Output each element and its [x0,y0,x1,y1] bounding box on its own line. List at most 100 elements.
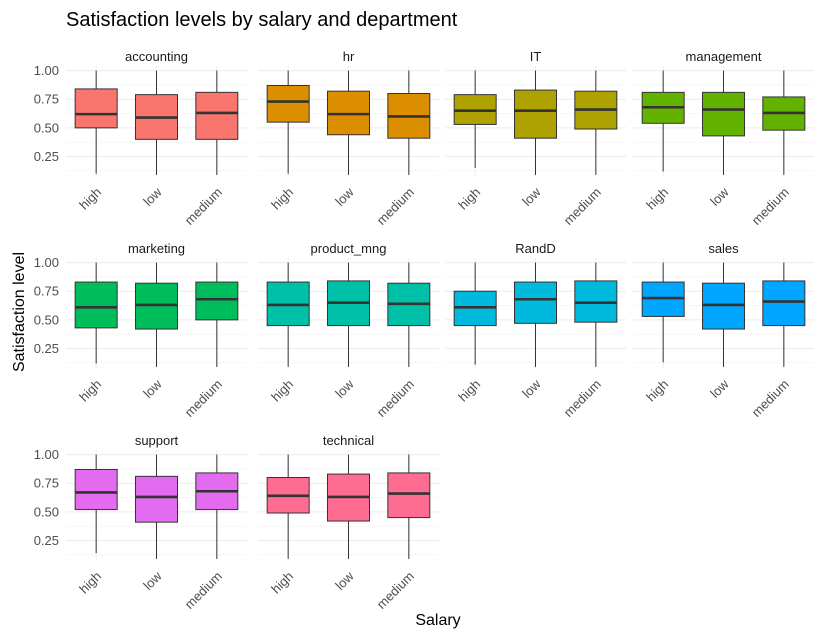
box-medium [387,454,431,559]
box-high [74,70,118,174]
facet-strip-label: RandD [515,241,555,256]
box-medium [387,262,431,367]
y-tick-label: 0.75 [34,284,59,299]
y-tick-label: 0.25 [34,149,59,164]
x-tick-label: high [76,569,104,597]
facet-strip-label: sales [708,241,739,256]
box-low [514,262,557,367]
iqr-box [762,280,806,327]
box-low [135,70,178,175]
x-tick-label: high [643,185,671,213]
x-tick-label: high [76,377,104,405]
box-high [266,70,310,174]
x-tick-label: high [268,185,296,213]
x-tick-label: low [519,184,544,209]
x-tick-label: high [76,185,104,213]
x-tick-label: medium [561,185,604,228]
iqr-box [387,472,431,519]
box-low [327,70,370,175]
y-tick-label: 0.75 [34,476,59,491]
facet-panel-RandD: RandD high low medium [445,241,626,420]
box-high [453,262,497,365]
box-low [702,70,745,175]
iqr-box [514,281,557,324]
box-medium [195,262,239,367]
facet-strip-label: accounting [125,49,188,64]
box-high [641,262,685,363]
facet-strip-label: technical [323,433,374,448]
box-low [327,454,370,559]
box-medium [762,262,806,367]
x-tick-label: low [519,376,544,401]
facet-strip-label: marketing [128,241,185,256]
box-medium [387,70,431,175]
facet-strip-label: product_mng [311,241,387,256]
x-tick-label: medium [374,185,417,228]
box-medium [574,262,618,367]
facet-panel-hr: hr high low medium [258,49,439,228]
box-high [74,262,118,364]
box-medium [195,70,239,175]
box-high [641,70,685,172]
x-tick-label: low [140,184,165,209]
x-tick-label: low [140,568,165,593]
box-high [74,454,118,554]
x-tick-label: low [707,376,732,401]
box-low [135,262,178,367]
facet-panel-support: support 0.25 0.50 0.75 1.00 high low medium [34,433,247,612]
iqr-box [195,281,239,321]
iqr-box [135,475,178,523]
x-tick-label: high [268,569,296,597]
facet-panel-IT: IT high low medium [445,49,626,228]
box-low [135,454,178,559]
x-tick-label: medium [749,185,792,228]
y-tick-label: 0.50 [34,504,59,519]
facet-strip-label: management [686,49,762,64]
x-tick-label: low [332,376,357,401]
box-low [702,262,745,367]
y-tick-label: 0.25 [34,341,59,356]
x-tick-label: low [707,184,732,209]
iqr-box [266,84,310,123]
x-tick-label: medium [749,377,792,420]
x-tick-label: high [455,377,483,405]
x-tick-label: medium [182,569,225,612]
facet-panel-sales: sales high low medium [633,241,814,420]
facet-panel-technical: technical high low medium [258,433,439,612]
box-medium [574,70,618,175]
iqr-box [74,88,118,129]
x-tick-label: medium [374,377,417,420]
iqr-box [514,89,557,139]
x-tick-label: medium [182,185,225,228]
y-tick-label: 0.50 [34,312,59,327]
iqr-box [74,281,118,329]
facet-strip-label: IT [530,49,542,64]
box-high [266,454,310,559]
y-tick-label: 1.00 [34,255,59,270]
facet-panel-management: management high low medium [633,49,814,228]
x-tick-label: high [455,185,483,213]
x-tick-label: medium [182,377,225,420]
chart-title: Satisfaction levels by salary and depart… [66,9,458,31]
x-tick-label: low [332,568,357,593]
x-axis-title: Salary [415,612,460,629]
facet-panel-accounting: accounting 0.25 0.50 0.75 1.00 high low medium [34,49,247,228]
box-medium [195,454,239,559]
x-tick-label: low [140,376,165,401]
y-tick-label: 1.00 [34,63,59,78]
iqr-box [195,91,239,140]
box-low [327,262,370,367]
iqr-box [74,468,118,511]
x-tick-label: high [643,377,671,405]
y-tick-label: 0.25 [34,533,59,548]
x-tick-label: medium [561,377,604,420]
x-tick-label: medium [374,569,417,612]
y-tick-label: 1.00 [34,447,59,462]
y-tick-label: 0.50 [34,120,59,135]
facet-panel-marketing: marketing 0.25 0.50 0.75 1.00 high low medium [34,241,247,420]
iqr-box [702,91,745,137]
y-axis-title: Satisfaction level [11,252,28,372]
